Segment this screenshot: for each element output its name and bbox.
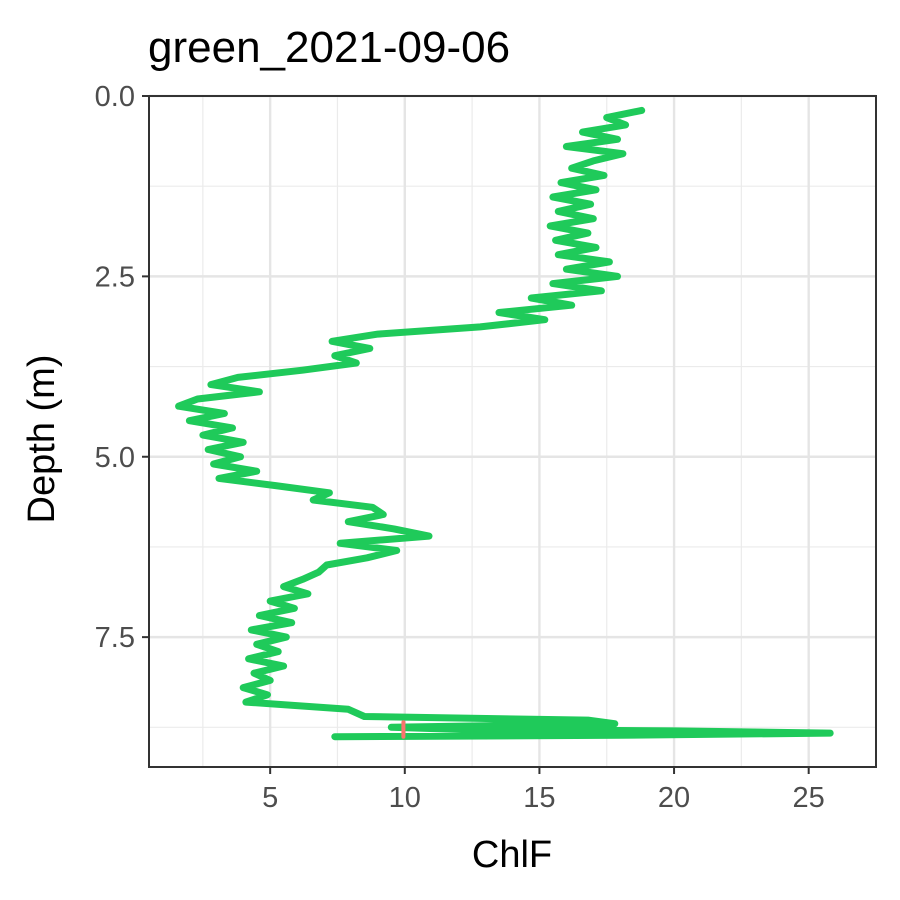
- plot-area: 5 10 15 20 25 0.0 2.5 5.0 7.5: [95, 81, 877, 814]
- x-tick-label: 25: [793, 782, 825, 814]
- y-tick-label: 5.0: [95, 442, 135, 474]
- x-tick-label: 10: [389, 782, 421, 814]
- x-tick-label: 20: [658, 782, 690, 814]
- y-axis-label: Depth (m): [21, 355, 63, 524]
- panel-border: [148, 95, 877, 768]
- x-tick-label: 5: [262, 782, 278, 814]
- y-tick-label: 7.5: [95, 622, 135, 654]
- x-axis-label: ChlF: [472, 834, 552, 876]
- y-tick-label: 2.5: [95, 261, 135, 293]
- y-tick-label: 0.0: [95, 81, 135, 113]
- x-tick-label: 15: [523, 782, 555, 814]
- chart-title: green_2021-09-06: [148, 23, 510, 72]
- chlf-profile-line: [175, 106, 834, 741]
